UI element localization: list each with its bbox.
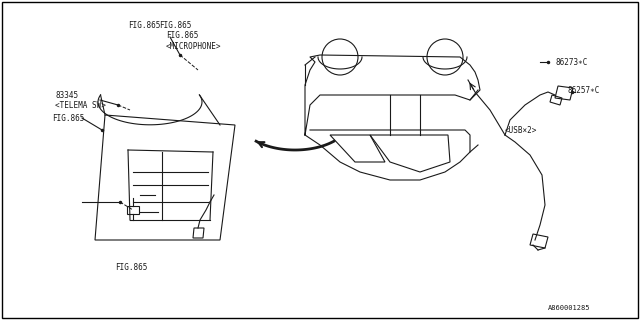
Text: FIG.865: FIG.865 bbox=[128, 20, 161, 29]
Text: 86273∗C: 86273∗C bbox=[555, 58, 588, 67]
Text: FIG.865: FIG.865 bbox=[159, 20, 191, 29]
Text: 83345: 83345 bbox=[55, 91, 78, 100]
Text: FIG.865: FIG.865 bbox=[166, 30, 198, 39]
Text: A860001285: A860001285 bbox=[547, 305, 590, 311]
Text: <TELEMA SW>: <TELEMA SW> bbox=[55, 100, 106, 109]
Text: FIG.865: FIG.865 bbox=[52, 114, 84, 123]
Text: 86257∗C: 86257∗C bbox=[567, 85, 600, 94]
Text: FIG.865: FIG.865 bbox=[115, 263, 147, 273]
Text: <MICROPHONE>: <MICROPHONE> bbox=[166, 42, 221, 51]
Text: <USB×2>: <USB×2> bbox=[505, 125, 538, 134]
